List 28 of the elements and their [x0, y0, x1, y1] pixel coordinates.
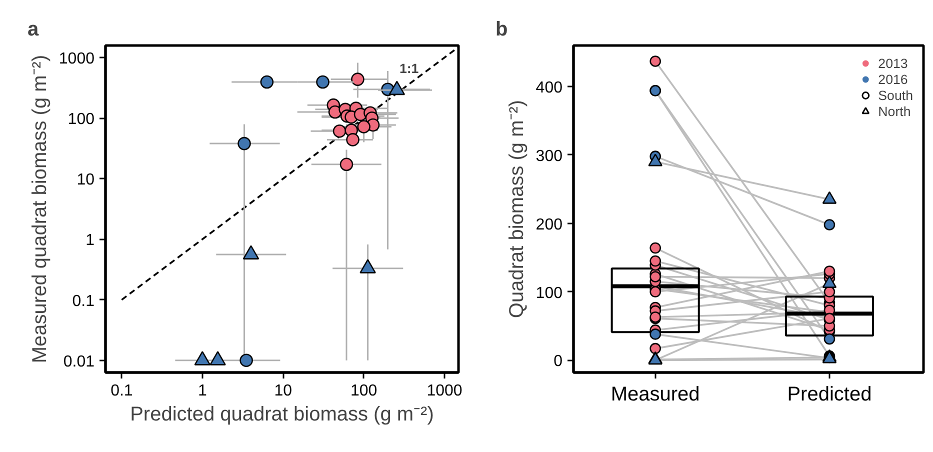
- x-tick-label: 1000: [426, 382, 462, 400]
- x-tick-label: Measured: [610, 384, 700, 406]
- x-axis-title: Predicted quadrat biomass (g m⁻²): [130, 404, 434, 426]
- y-axis-title: Quadrat biomass (g m⁻²): [506, 100, 528, 318]
- y-tick-label: 100: [536, 284, 563, 302]
- y-tick-label: 1000: [58, 50, 95, 68]
- y-tick-label: 300: [536, 148, 563, 165]
- x-tick-label: 1: [198, 382, 207, 400]
- legend-label: 2013: [878, 56, 908, 70]
- y-tick-label: 10: [76, 172, 95, 189]
- y-tick-label: 1: [86, 232, 95, 250]
- annotation: South: [878, 88, 913, 102]
- chart-title: a: [28, 18, 40, 40]
- y-tick-label: 0.01: [63, 353, 95, 370]
- x-tick-label: Predicted: [787, 384, 872, 406]
- legend-label: 2016: [878, 72, 908, 86]
- y-tick-label: 100: [68, 111, 95, 128]
- y-tick-label: 0: [554, 353, 563, 370]
- annotation: 1:1: [399, 60, 420, 76]
- y-tick-label: 400: [536, 80, 563, 97]
- y-tick-label: 0.1: [72, 292, 95, 310]
- annotation: North: [878, 104, 911, 118]
- chart-title: b: [496, 18, 508, 40]
- x-tick-label: 100: [350, 382, 378, 400]
- y-tick-label: 200: [536, 216, 563, 234]
- x-tick-label: 10: [274, 382, 292, 400]
- y-axis-title: Measured quadrat biomass (g m⁻²): [28, 54, 51, 364]
- x-tick-label: 0.1: [110, 382, 133, 400]
